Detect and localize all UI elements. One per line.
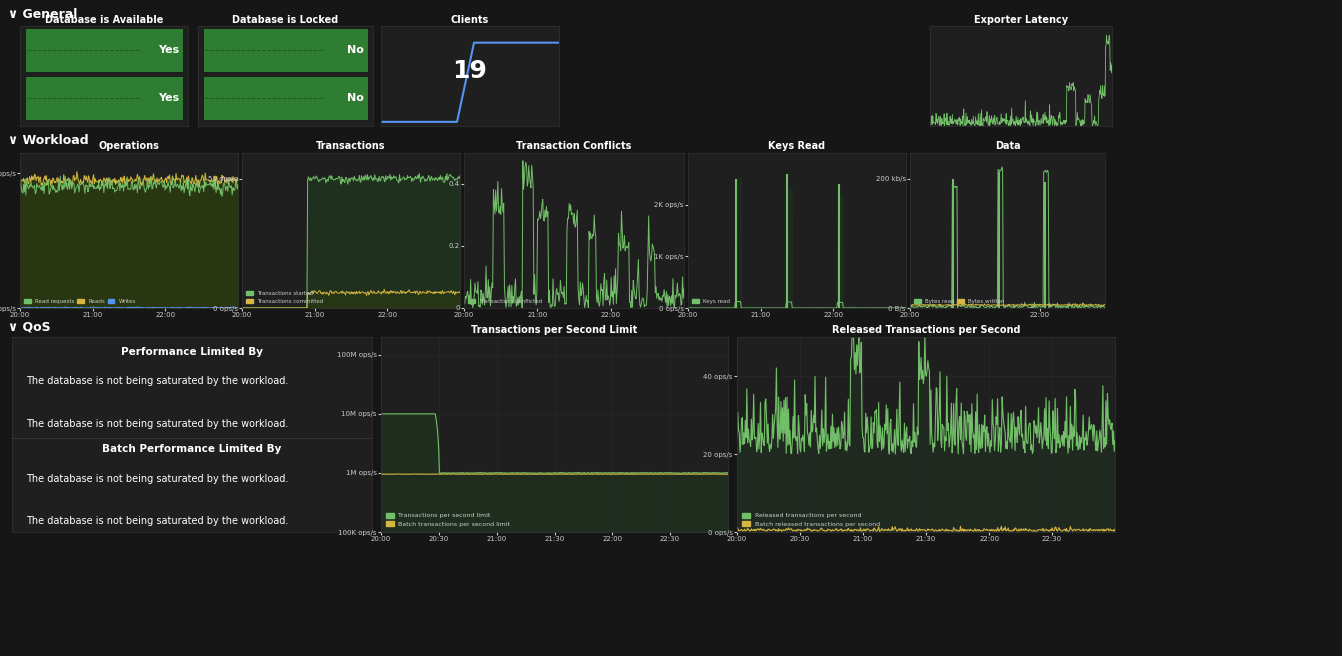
FancyBboxPatch shape — [25, 76, 183, 120]
Text: The database is not being saturated by the workload.: The database is not being saturated by t… — [27, 516, 289, 526]
Text: Batch Performance Limited By: Batch Performance Limited By — [102, 444, 282, 454]
Title: Clients: Clients — [451, 15, 488, 25]
Text: ∨ Workload: ∨ Workload — [8, 134, 89, 148]
Legend: Keys read: Keys read — [691, 298, 731, 305]
Text: The database is not being saturated by the workload.: The database is not being saturated by t… — [27, 376, 289, 386]
Legend: Transactions started, Transactions committed: Transactions started, Transactions commi… — [244, 290, 325, 305]
FancyBboxPatch shape — [203, 76, 368, 120]
FancyBboxPatch shape — [25, 28, 183, 72]
Title: Exporter Latency: Exporter Latency — [974, 15, 1068, 25]
Legend: Released transactions per second, Batch released transactions per second: Released transactions per second, Batch … — [741, 511, 882, 529]
Text: 19: 19 — [452, 59, 487, 83]
Title: Transactions: Transactions — [317, 141, 385, 151]
Text: Yes: Yes — [158, 93, 180, 103]
Text: Yes: Yes — [158, 45, 180, 55]
Title: Database is Available: Database is Available — [44, 15, 164, 25]
Title: Released Transactions per Second: Released Transactions per Second — [832, 325, 1020, 335]
Text: ∨ General: ∨ General — [8, 7, 78, 20]
Text: No: No — [348, 45, 364, 55]
Legend: Read requests, Reads, Writes: Read requests, Reads, Writes — [23, 298, 137, 305]
Text: Performance Limited By: Performance Limited By — [121, 347, 263, 357]
Text: The database is not being saturated by the workload.: The database is not being saturated by t… — [27, 474, 289, 483]
Title: Transactions per Second Limit: Transactions per Second Limit — [471, 325, 637, 335]
Legend: Transactions per second limit, Batch transactions per second limit: Transactions per second limit, Batch tra… — [384, 511, 513, 529]
Title: Database is Locked: Database is Locked — [232, 15, 338, 25]
Text: No: No — [348, 93, 364, 103]
Legend: Bytes read, Bytes written: Bytes read, Bytes written — [913, 298, 1006, 305]
Title: Transaction Conflicts: Transaction Conflicts — [517, 141, 632, 151]
FancyBboxPatch shape — [203, 28, 368, 72]
Text: ∨ QoS: ∨ QoS — [8, 321, 51, 333]
Title: Keys Read: Keys Read — [769, 141, 825, 151]
Text: The database is not being saturated by the workload.: The database is not being saturated by t… — [27, 419, 289, 429]
Legend: Transactions conflicted: Transactions conflicted — [467, 298, 544, 305]
Title: Operations: Operations — [98, 141, 160, 151]
Title: Data: Data — [994, 141, 1020, 151]
